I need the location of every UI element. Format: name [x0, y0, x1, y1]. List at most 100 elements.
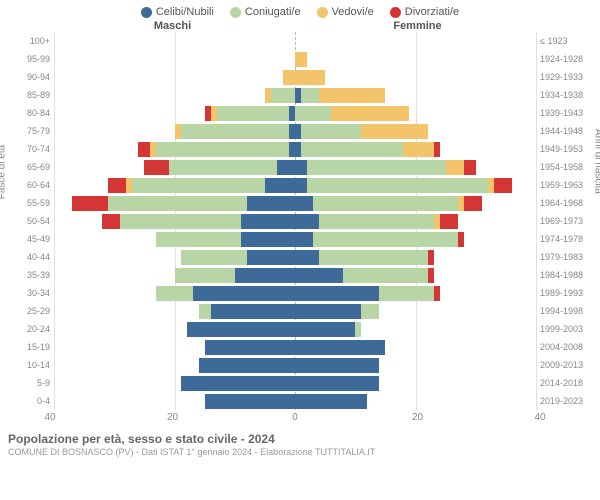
age-label: 55-59 — [4, 194, 50, 212]
female-bar — [295, 248, 536, 266]
bar-segment — [434, 142, 440, 157]
age-label: 25-29 — [4, 302, 50, 320]
legend-label: Coniugati/e — [245, 6, 301, 18]
column-headers: Maschi Femmine — [0, 20, 600, 32]
legend-label: Divorziati/e — [405, 6, 459, 18]
bar-row — [54, 392, 536, 410]
female-bar — [295, 266, 536, 284]
male-bar — [54, 140, 295, 158]
bar-segment — [295, 196, 313, 211]
birth-label: 1934-1938 — [540, 86, 596, 104]
bar-row — [54, 338, 536, 356]
legend-label: Vedovi/e — [332, 6, 374, 18]
bar-segment — [331, 106, 409, 121]
female-bar — [295, 392, 536, 410]
age-label: 15-19 — [4, 338, 50, 356]
male-bar — [54, 302, 295, 320]
male-bar — [54, 392, 295, 410]
bar-row — [54, 50, 536, 68]
bar-segment — [307, 178, 488, 193]
bar-row — [54, 104, 536, 122]
legend-swatch — [141, 7, 152, 18]
bar-segment — [434, 286, 440, 301]
bar-segment — [295, 394, 367, 409]
bar-segment — [211, 304, 295, 319]
bar-segment — [295, 70, 325, 85]
bar-segment — [446, 160, 464, 175]
bar-row — [54, 158, 536, 176]
bar-segment — [295, 52, 307, 67]
male-bar — [54, 32, 295, 50]
bar-row — [54, 374, 536, 392]
birth-label: 1984-1988 — [540, 266, 596, 284]
bar-segment — [295, 232, 313, 247]
bar-segment — [307, 160, 446, 175]
age-label: 45-49 — [4, 230, 50, 248]
bar-segment — [175, 268, 235, 283]
x-tick: 20 — [167, 412, 178, 423]
bar-segment — [458, 232, 464, 247]
pyramid-chart: Fasce di età 100+95-9990-9485-8980-8475-… — [0, 32, 600, 410]
female-bar — [295, 104, 536, 122]
bar-row — [54, 266, 536, 284]
y-axis-right-title: Anni di nascita — [593, 129, 600, 194]
female-bar — [295, 194, 536, 212]
bar-rows — [54, 32, 536, 410]
age-label: 30-34 — [4, 284, 50, 302]
male-bar — [54, 86, 295, 104]
bar-segment — [428, 250, 434, 265]
bar-segment — [295, 304, 361, 319]
bar-row — [54, 230, 536, 248]
x-axis: 402002040 — [0, 412, 600, 426]
bar-segment — [343, 268, 427, 283]
bar-segment — [108, 178, 126, 193]
age-label: 40-44 — [4, 248, 50, 266]
x-tick: 20 — [412, 412, 423, 423]
bar-segment — [181, 376, 295, 391]
bar-segment — [295, 268, 343, 283]
bar-segment — [428, 268, 434, 283]
bar-segment — [313, 232, 458, 247]
bar-segment — [108, 196, 247, 211]
bar-segment — [156, 232, 240, 247]
bar-segment — [319, 214, 433, 229]
birth-label: 1949-1953 — [540, 140, 596, 158]
bar-segment — [169, 160, 277, 175]
bar-row — [54, 320, 536, 338]
female-bar — [295, 68, 536, 86]
male-bar — [54, 176, 295, 194]
age-label: 65-69 — [4, 158, 50, 176]
age-label: 10-14 — [4, 356, 50, 374]
birth-label: 1994-1998 — [540, 302, 596, 320]
birth-label: 1974-1978 — [540, 230, 596, 248]
female-bar — [295, 338, 536, 356]
legend-swatch — [390, 7, 401, 18]
male-bar — [54, 230, 295, 248]
birth-label: 1954-1958 — [540, 158, 596, 176]
birth-label: 1969-1973 — [540, 212, 596, 230]
bar-segment — [403, 142, 433, 157]
female-bar — [295, 374, 536, 392]
bar-segment — [319, 250, 427, 265]
bar-segment — [464, 196, 482, 211]
birth-label: 1944-1948 — [540, 122, 596, 140]
bar-segment — [464, 160, 476, 175]
bar-segment — [295, 358, 379, 373]
chart-title: Popolazione per età, sesso e stato civil… — [8, 432, 592, 446]
bar-segment — [271, 88, 295, 103]
age-label: 75-79 — [4, 122, 50, 140]
bar-row — [54, 356, 536, 374]
y-axis-left-title: Fasce di età — [0, 145, 8, 199]
bar-segment — [72, 196, 108, 211]
bar-segment — [301, 88, 319, 103]
plot-area — [54, 32, 536, 410]
bar-segment — [295, 322, 355, 337]
age-label: 0-4 — [4, 392, 50, 410]
male-bar — [54, 212, 295, 230]
female-bar — [295, 140, 536, 158]
male-bar — [54, 158, 295, 176]
birth-label: 1979-1983 — [540, 248, 596, 266]
bar-segment — [361, 304, 379, 319]
bar-segment — [199, 304, 211, 319]
age-label: 35-39 — [4, 266, 50, 284]
